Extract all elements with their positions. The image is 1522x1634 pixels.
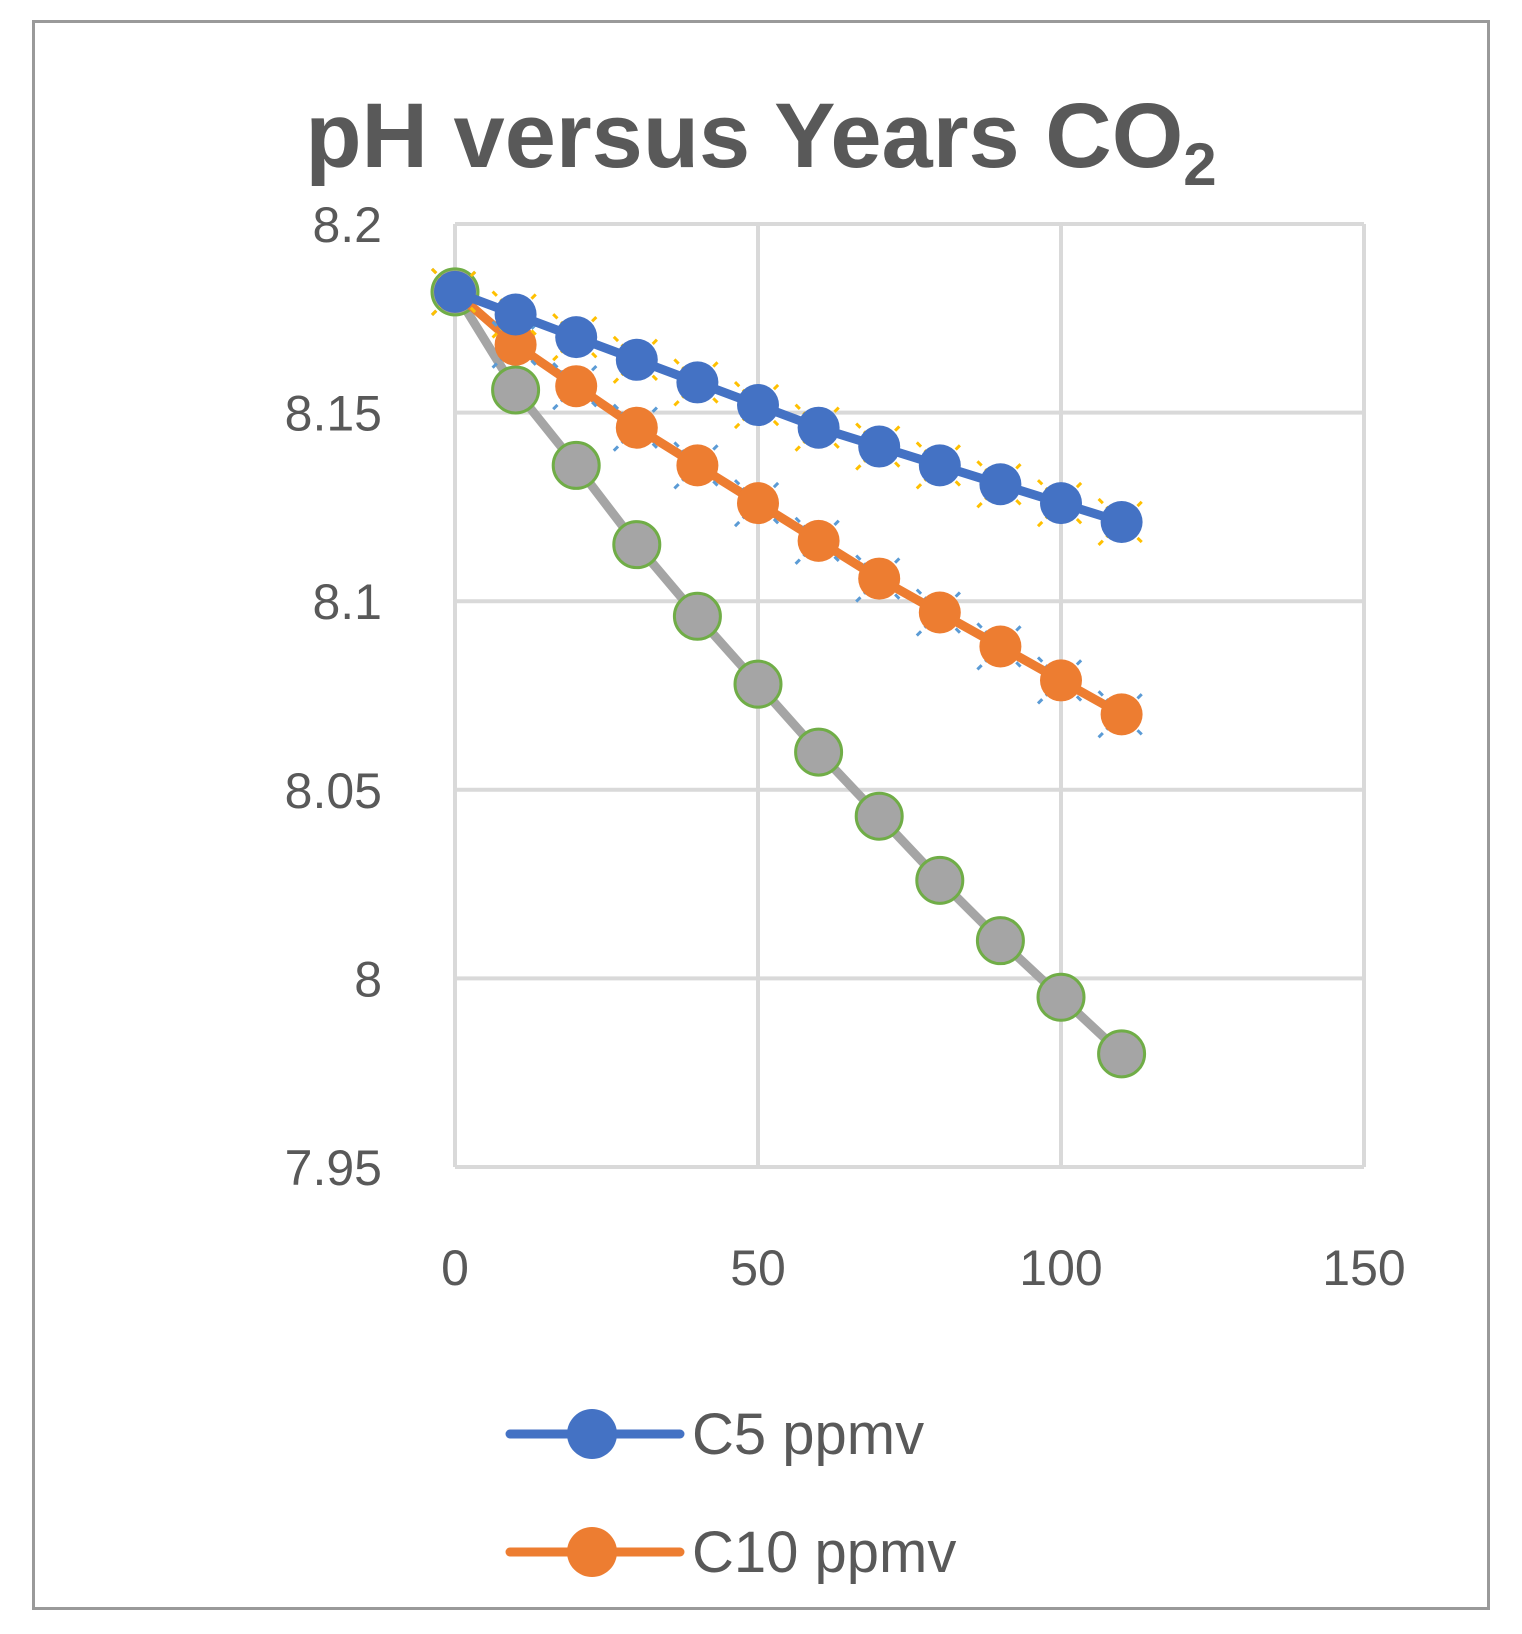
- grid-layer: [453, 222, 1366, 1169]
- data-point: [1097, 1029, 1147, 1079]
- legend-item: C10 ppmv: [505, 1520, 956, 1585]
- data-point: [551, 440, 601, 490]
- data-point: [612, 520, 662, 570]
- data-point: [858, 557, 901, 600]
- legend-item: C5 ppmv: [505, 1402, 924, 1467]
- legend-marker: [567, 1527, 617, 1577]
- data-point: [854, 791, 904, 841]
- y-tick-label: 7.95: [285, 1140, 382, 1196]
- data-point: [676, 361, 719, 404]
- data-point: [979, 625, 1022, 668]
- data-point: [494, 293, 537, 336]
- chart-title: pH versus Years CO2: [0, 90, 1522, 195]
- data-point: [555, 365, 598, 408]
- data-point: [555, 316, 598, 359]
- data-point: [1100, 693, 1143, 736]
- data-point: [1040, 659, 1082, 702]
- data-point: [494, 323, 537, 366]
- data-point: [1040, 482, 1082, 525]
- data-point: [672, 591, 722, 641]
- legend-label: C5 ppmv: [692, 1402, 924, 1467]
- series-layer: [430, 267, 1147, 1079]
- data-point: [434, 270, 476, 313]
- data-point: [733, 659, 783, 709]
- y-tick-label: 8.1: [312, 574, 382, 630]
- data-point: [615, 338, 658, 381]
- data-point: [915, 855, 965, 905]
- chart-title-subscript: 2: [1183, 131, 1217, 198]
- data-point: [794, 727, 844, 777]
- data-point: [797, 406, 840, 449]
- axis-layer: 8.2 8.15 8.1 8.05 8 7.95 0 50 100 150: [285, 197, 1406, 1296]
- legend-marker: [567, 1409, 617, 1459]
- legend-label: C10 ppmv: [692, 1520, 956, 1585]
- data-point: [676, 444, 719, 487]
- x-tick-label: 50: [730, 1240, 786, 1296]
- data-point: [918, 444, 961, 487]
- data-point: [737, 482, 779, 525]
- y-tick-label: 8.2: [312, 197, 382, 253]
- series-3: [430, 267, 1147, 1079]
- series-1: [430, 267, 1146, 547]
- data-point: [975, 916, 1025, 966]
- chart-title-main: pH versus Years CO: [305, 85, 1184, 187]
- data-point: [918, 591, 961, 634]
- data-point: [737, 384, 779, 427]
- legend: C5 ppmv C10 ppmv: [505, 1402, 956, 1585]
- data-point: [1100, 500, 1143, 543]
- y-tick-label: 8.15: [285, 386, 382, 442]
- x-tick-label: 100: [1019, 1240, 1102, 1296]
- data-point: [1036, 972, 1086, 1022]
- x-tick-label: 150: [1322, 1240, 1405, 1296]
- data-point: [491, 365, 541, 415]
- data-point: [979, 463, 1022, 506]
- x-tick-label: 0: [441, 1240, 469, 1296]
- data-point: [858, 425, 901, 468]
- data-point: [797, 519, 840, 562]
- data-point: [615, 406, 658, 449]
- y-tick-label: 8: [354, 951, 382, 1007]
- series-line: [450, 287, 1127, 719]
- series-2: [430, 267, 1146, 739]
- chart-frame: [32, 20, 1490, 1610]
- y-tick-label: 8.05: [285, 763, 382, 819]
